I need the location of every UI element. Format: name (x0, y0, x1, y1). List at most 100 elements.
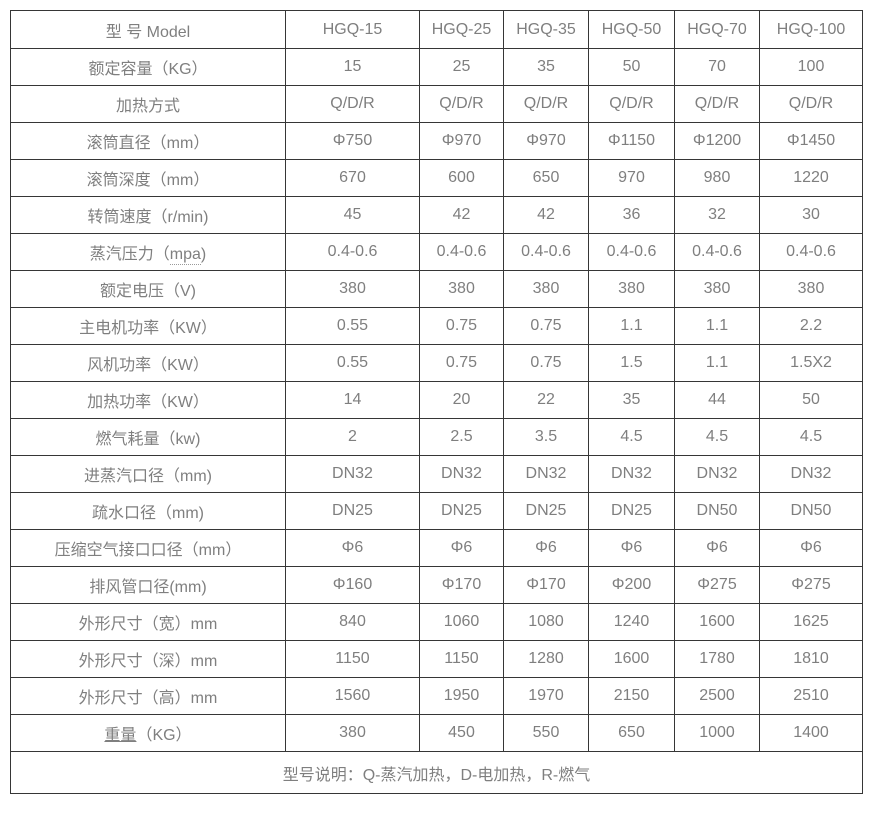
row-label-text: 蒸汽压力（ (89, 246, 170, 263)
table-cell: 1625 (759, 603, 863, 641)
table-row: 加热功率（KW） 14 20 22 35 44 50 (10, 381, 863, 419)
table-cell: 0.4-0.6 (588, 233, 675, 271)
table-cell: Φ6 (588, 529, 675, 567)
table-cell: 45 (285, 196, 420, 234)
table-row: 风机功率（KW） 0.55 0.75 0.75 1.5 1.1 1.5X2 (10, 344, 863, 382)
table-cell: 35 (503, 48, 589, 86)
table-row: 额定电压（V) 380 380 380 380 380 380 (10, 270, 863, 308)
table-cell: Φ970 (503, 122, 589, 160)
table-cell: 1000 (674, 714, 760, 752)
table-cell: 100 (759, 48, 863, 86)
header-row: 型 号 Model HGQ-15 HGQ-25 HGQ-35 HGQ-50 HGQ-70 H… (10, 10, 863, 49)
table-row: 重量（KG） 380 450 550 650 1000 1400 (10, 714, 863, 752)
table-cell: 1.1 (588, 307, 675, 345)
table-cell: Q/D/R (759, 85, 863, 123)
row-label: 外形尺寸（深）mm (10, 640, 286, 678)
table-cell: 1280 (503, 640, 589, 678)
table-cell: 380 (588, 270, 675, 308)
row-label: 加热方式 (10, 85, 286, 123)
row-label-marked-text: mpa (169, 246, 201, 265)
table-cell: 2 (285, 418, 420, 456)
table-row: 蒸汽压力（mpa) 0.4-0.6 0.4-0.6 0.4-0.6 0.4-0.6 0.4… (10, 233, 863, 271)
table-row: 压缩空气接口口径（mm） Φ6 Φ6 Φ6 Φ6 Φ6 Φ6 (10, 529, 863, 567)
row-label: 疏水口径（mm) (10, 492, 286, 530)
row-label: 额定电压（V) (10, 270, 286, 308)
table-cell: 1150 (419, 640, 504, 678)
table-cell: 30 (759, 196, 863, 234)
row-label: 外形尺寸（高）mm (10, 677, 286, 715)
table-row: 额定容量（KG） 15 25 35 50 70 100 (10, 48, 863, 86)
table-cell: 1950 (419, 677, 504, 715)
table-cell: DN50 (759, 492, 863, 530)
table-cell: 32 (674, 196, 760, 234)
table-cell: Q/D/R (285, 85, 420, 123)
table-cell: 0.4-0.6 (503, 233, 589, 271)
table-cell: 20 (419, 381, 504, 419)
table-row: 外形尺寸（深）mm 1150 1150 1280 1600 1780 1810 (10, 640, 863, 678)
table-cell: 380 (419, 270, 504, 308)
table-cell: 1780 (674, 640, 760, 678)
table-cell: 1810 (759, 640, 863, 678)
column-header: HGQ-35 (503, 10, 589, 49)
row-label: 加热功率（KW） (10, 381, 286, 419)
table-cell: DN32 (588, 455, 675, 493)
spec-table-body: 额定容量（KG） 15 25 35 50 70 100 加热方式 Q/D/R Q/D/R Q/D/R… (10, 48, 863, 752)
table-row: 滚筒直径（mm） Φ750 Φ970 Φ970 Φ1150 Φ1200 Φ1450 (10, 122, 863, 160)
row-label: 风机功率（KW） (10, 344, 286, 382)
table-cell: 0.75 (419, 344, 504, 382)
table-cell: Φ6 (674, 529, 760, 567)
table-cell: 0.55 (285, 307, 420, 345)
table-cell: DN32 (503, 455, 589, 493)
table-cell: 44 (674, 381, 760, 419)
table-cell: Φ1450 (759, 122, 863, 160)
table-cell: 1560 (285, 677, 420, 715)
table-cell: 670 (285, 159, 420, 197)
column-header: HGQ-70 (674, 10, 760, 49)
column-header: HGQ-100 (759, 10, 863, 49)
model-header-cell: 型 号 Model (10, 10, 286, 49)
table-cell: Φ160 (285, 566, 420, 604)
table-cell: 22 (503, 381, 589, 419)
table-cell: Q/D/R (503, 85, 589, 123)
table-cell: Q/D/R (419, 85, 504, 123)
table-cell: Φ1150 (588, 122, 675, 160)
row-label-text: ) (200, 246, 207, 263)
table-cell: 650 (588, 714, 675, 752)
table-cell: Φ275 (674, 566, 760, 604)
row-label: 燃气耗量（kw) (10, 418, 286, 456)
row-label: 转筒速度（r/min) (10, 196, 286, 234)
table-cell: DN32 (759, 455, 863, 493)
spec-table: 型 号 Model HGQ-15 HGQ-25 HGQ-35 HGQ-50 HGQ-70 H… (10, 10, 863, 794)
column-header: HGQ-15 (285, 10, 420, 49)
table-cell: Φ6 (285, 529, 420, 567)
table-cell: 840 (285, 603, 420, 641)
table-cell: 380 (759, 270, 863, 308)
table-cell: Φ6 (759, 529, 863, 567)
table-cell: 380 (285, 714, 420, 752)
table-cell: 25 (419, 48, 504, 86)
table-row: 主电机功率（KW） 0.55 0.75 0.75 1.1 1.1 2.2 (10, 307, 863, 345)
row-label: 滚筒直径（mm） (10, 122, 286, 160)
table-cell: 70 (674, 48, 760, 86)
row-label-marked-text: 重量 (104, 727, 137, 744)
table-cell: 1.1 (674, 307, 760, 345)
table-row: 滚筒深度（mm） 670 600 650 970 980 1220 (10, 159, 863, 197)
table-row: 外形尺寸（高）mm 1560 1950 1970 2150 2500 2510 (10, 677, 863, 715)
table-cell: 1600 (674, 603, 760, 641)
table-cell: 50 (588, 48, 675, 86)
table-cell: 2.2 (759, 307, 863, 345)
table-cell: DN25 (285, 492, 420, 530)
table-row: 加热方式 Q/D/R Q/D/R Q/D/R Q/D/R Q/D/R Q/D/R (10, 85, 863, 123)
table-cell: 0.75 (419, 307, 504, 345)
table-cell: 2510 (759, 677, 863, 715)
table-cell: DN32 (285, 455, 420, 493)
table-cell: 35 (588, 381, 675, 419)
table-cell: Q/D/R (674, 85, 760, 123)
table-cell: 1970 (503, 677, 589, 715)
table-cell: 380 (285, 270, 420, 308)
table-cell: 1240 (588, 603, 675, 641)
table-cell: Φ970 (419, 122, 504, 160)
table-cell: 50 (759, 381, 863, 419)
table-cell: 2500 (674, 677, 760, 715)
